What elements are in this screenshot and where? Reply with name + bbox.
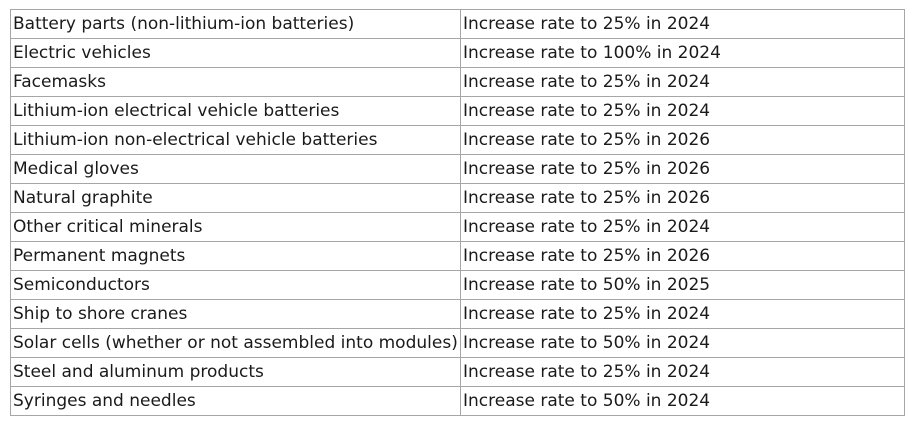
table-row: Other critical minerals Increase rate to… bbox=[10, 212, 905, 242]
rate-cell: Increase rate to 50% in 2025 bbox=[460, 270, 905, 300]
table-row: Medical gloves Increase rate to 25% in 2… bbox=[10, 154, 905, 184]
product-cell: Semiconductors bbox=[10, 270, 461, 300]
rate-cell: Increase rate to 25% in 2026 bbox=[460, 241, 905, 271]
rate-cell: Increase rate to 25% in 2024 bbox=[460, 299, 905, 329]
tariff-table: Battery parts (non-lithium-ion batteries… bbox=[10, 9, 905, 416]
product-cell: Solar cells (whether or not assembled in… bbox=[10, 328, 461, 358]
rate-cell: Increase rate to 25% in 2024 bbox=[460, 96, 905, 126]
product-cell: Lithium-ion non-electrical vehicle batte… bbox=[10, 125, 461, 155]
rate-cell: Increase rate to 25% in 2024 bbox=[460, 212, 905, 242]
product-cell: Facemasks bbox=[10, 67, 461, 97]
product-cell: Lithium-ion electrical vehicle batteries bbox=[10, 96, 461, 126]
table-row: Steel and aluminum products Increase rat… bbox=[10, 357, 905, 387]
table-row: Battery parts (non-lithium-ion batteries… bbox=[10, 9, 905, 39]
rate-cell: Increase rate to 25% in 2026 bbox=[460, 125, 905, 155]
table-row: Facemasks Increase rate to 25% in 2024 bbox=[10, 67, 905, 97]
table-row: Ship to shore cranes Increase rate to 25… bbox=[10, 299, 905, 329]
rate-cell: Increase rate to 25% in 2024 bbox=[460, 9, 905, 39]
rate-cell: Increase rate to 25% in 2026 bbox=[460, 154, 905, 184]
product-cell: Permanent magnets bbox=[10, 241, 461, 271]
table-row: Lithium-ion non-electrical vehicle batte… bbox=[10, 125, 905, 155]
product-cell: Medical gloves bbox=[10, 154, 461, 184]
rate-cell: Increase rate to 25% in 2024 bbox=[460, 357, 905, 387]
product-cell: Other critical minerals bbox=[10, 212, 461, 242]
table-row: Electric vehicles Increase rate to 100% … bbox=[10, 38, 905, 68]
product-cell: Natural graphite bbox=[10, 183, 461, 213]
rate-cell: Increase rate to 25% in 2026 bbox=[460, 183, 905, 213]
rate-cell: Increase rate to 100% in 2024 bbox=[460, 38, 905, 68]
table-row: Syringes and needles Increase rate to 50… bbox=[10, 386, 905, 416]
table-row: Solar cells (whether or not assembled in… bbox=[10, 328, 905, 358]
table-row: Natural graphite Increase rate to 25% in… bbox=[10, 183, 905, 213]
tariff-table-body: Battery parts (non-lithium-ion batteries… bbox=[10, 9, 905, 416]
product-cell: Steel and aluminum products bbox=[10, 357, 461, 387]
table-row: Lithium-ion electrical vehicle batteries… bbox=[10, 96, 905, 126]
rate-cell: Increase rate to 50% in 2024 bbox=[460, 386, 905, 416]
rate-cell: Increase rate to 50% in 2024 bbox=[460, 328, 905, 358]
product-cell: Electric vehicles bbox=[10, 38, 461, 68]
rate-cell: Increase rate to 25% in 2024 bbox=[460, 67, 905, 97]
product-cell: Battery parts (non-lithium-ion batteries… bbox=[10, 9, 461, 39]
table-row: Semiconductors Increase rate to 50% in 2… bbox=[10, 270, 905, 300]
table-row: Permanent magnets Increase rate to 25% i… bbox=[10, 241, 905, 271]
product-cell: Ship to shore cranes bbox=[10, 299, 461, 329]
product-cell: Syringes and needles bbox=[10, 386, 461, 416]
